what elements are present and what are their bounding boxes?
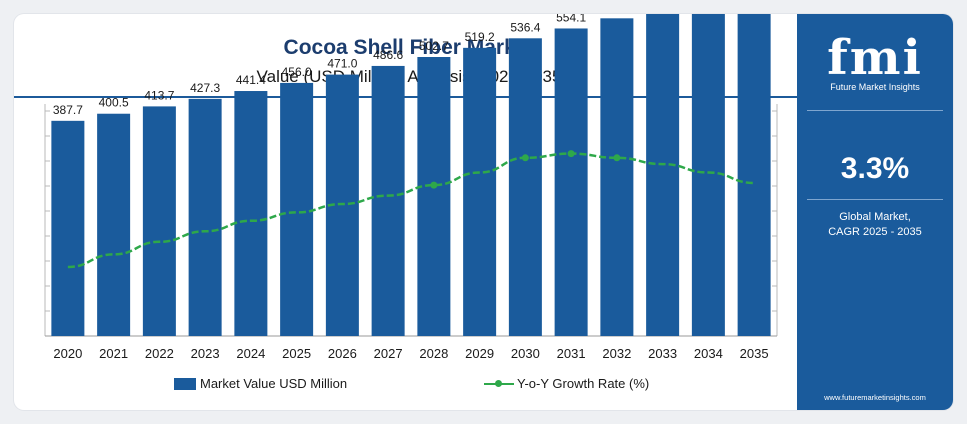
website-url: www.futuremarketinsights.com: [824, 393, 926, 402]
growth-point-2031: [567, 150, 575, 158]
x-tick-label-2028: 2028: [419, 346, 448, 361]
bar-label-2026: 471.0: [327, 57, 357, 71]
bar-label-2027: 486.6: [373, 48, 403, 62]
legend-bar-swatch: [174, 377, 196, 390]
growth-rate-line: [67, 152, 755, 269]
bar-2021: [97, 113, 131, 336]
bar-2029: [463, 47, 497, 337]
legend-bars-label: Market Value USD Million: [200, 376, 348, 391]
legend-line-label: Y-o-Y Growth Rate (%): [517, 376, 650, 391]
x-tick-label-2031: 2031: [557, 346, 586, 361]
bar-2035: [737, 14, 771, 337]
cagr-label: Global Market, CAGR 2025 - 2035: [797, 210, 953, 240]
x-tick-label-2030: 2030: [511, 346, 540, 361]
chart-card: Cocoa Shell Fiber Market Value (USD Mill…: [14, 14, 953, 410]
bar-2031: [554, 28, 588, 337]
bar-label-2023: 427.3: [190, 81, 220, 95]
bar-label-2030: 536.4: [510, 20, 540, 34]
bar-2020: [51, 120, 85, 336]
bar-2028: [417, 57, 451, 337]
sidebar-divider-top: [807, 110, 943, 111]
bar-2033: [646, 14, 680, 336]
chart-plot-area: 387.7 2020 400.5 2021 413.7 2022 427.3 2023 441.…: [44, 14, 778, 361]
bar-label-2028: 502.7: [419, 39, 449, 53]
legend-line: Y-o-Y Growth Rate (%): [484, 376, 649, 391]
x-tick-label-2022: 2022: [145, 346, 174, 361]
cagr-value: 3.3%: [840, 152, 910, 185]
bar-label-2021: 400.5: [99, 96, 129, 110]
bar-label-2024: 441.4: [236, 73, 266, 87]
x-tick-label-2026: 2026: [328, 346, 357, 361]
legend-line-swatch: [484, 379, 514, 387]
bar-2032: [600, 18, 634, 337]
x-tick-label-2029: 2029: [465, 346, 494, 361]
x-tick-label-2024: 2024: [236, 346, 265, 361]
bar-2027: [371, 65, 405, 336]
cagr-label-line2: CAGR 2025 - 2035: [828, 226, 922, 238]
bar-label-2020: 387.7: [53, 103, 83, 117]
x-tick-label-2033: 2033: [648, 346, 677, 361]
x-tick-label-2020: 2020: [53, 346, 82, 361]
logo-subtitle: Future Market Insights: [830, 82, 920, 92]
growth-point-2032: [613, 154, 621, 162]
bar-label-2029: 519.2: [465, 30, 495, 44]
x-tick-label-2025: 2025: [282, 346, 311, 361]
cagr-label-line1: Global Market,: [839, 211, 911, 223]
bar-2023: [188, 98, 222, 336]
sidebar-panel: fmi Future Market Insights 3.3% Global M…: [797, 14, 953, 410]
bar-2022: [142, 106, 176, 336]
bar-2030: [508, 38, 542, 336]
x-tick-label-2023: 2023: [191, 346, 220, 361]
growth-point-2030: [521, 154, 529, 162]
bar-label-2025: 456.0: [282, 65, 312, 79]
fmi-logo: fmi: [827, 30, 923, 86]
bar-label-2031: 554.1: [556, 14, 586, 24]
bar-2024: [234, 91, 268, 336]
legend-bars: Market Value USD Million: [174, 376, 347, 391]
bar-2025: [280, 82, 314, 336]
x-tick-label-2034: 2034: [694, 346, 723, 361]
x-tick-label-2021: 2021: [99, 346, 128, 361]
bar-label-2022: 413.7: [144, 88, 174, 102]
growth-point-2028: [430, 181, 438, 189]
x-tick-label-2035: 2035: [740, 346, 769, 361]
x-tick-label-2027: 2027: [374, 346, 403, 361]
bar-2034: [691, 14, 725, 336]
x-tick-label-2032: 2032: [602, 346, 631, 361]
sidebar-divider-middle: [807, 199, 943, 200]
title-divider: [14, 96, 797, 98]
